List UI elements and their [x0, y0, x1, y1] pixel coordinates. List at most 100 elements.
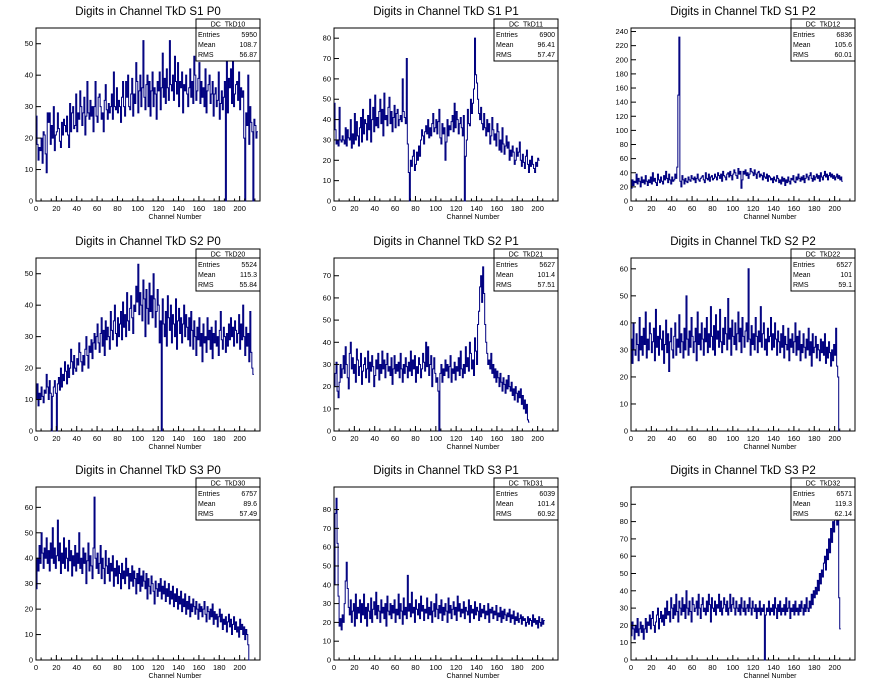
x-tick-label: 60 [688, 204, 696, 213]
x-tick-label: 40 [73, 434, 81, 443]
stats-value: 5950 [241, 32, 257, 39]
stats-label: RMS [793, 52, 809, 59]
stats-box-frame [790, 18, 856, 62]
y-tick-label: 20 [323, 156, 331, 165]
stats-value: 60.92 [537, 511, 555, 518]
x-tick-label: 100 [430, 204, 443, 213]
y-tick-label: 60 [620, 552, 628, 561]
x-tick-label: 180 [511, 204, 524, 213]
stats-value: 55.84 [239, 282, 257, 289]
y-tick-label: 30 [25, 579, 33, 588]
stats-box-frame [790, 477, 856, 521]
x-tick-label: 120 [747, 663, 760, 672]
x-tick-label: 20 [350, 204, 358, 213]
x-tick-label: 120 [450, 663, 463, 672]
y-tick-label: 0 [327, 197, 331, 206]
x-tick-label: 180 [511, 434, 524, 443]
series-line [36, 263, 254, 432]
stats-label: Mean [496, 272, 514, 279]
x-tick-label: 80 [708, 434, 716, 443]
plot-frame [333, 486, 559, 661]
x-tick-label: 0 [629, 663, 633, 672]
x-tick-label: 180 [213, 434, 226, 443]
x-tick-label: 160 [788, 434, 801, 443]
histogram-panel: Digits in Channel TkD S2 P20 20 40 60 80 100 1… [620, 236, 856, 451]
y-tick-label: 40 [323, 115, 331, 124]
stats-name: DC_TkD11 [509, 22, 543, 29]
y-tick-label: 10 [323, 176, 331, 185]
stats-value: 6571 [836, 491, 852, 498]
x-tick-label: 160 [491, 204, 504, 213]
series-line [631, 503, 841, 661]
x-tick-label: 80 [411, 434, 419, 443]
x-tick-label: 120 [152, 663, 165, 672]
y-tick-label: 10 [25, 165, 33, 174]
chart-title: Digits in Channel TkD S2 P2 [670, 236, 816, 248]
stats-box: DC_TkD20 Entries 5524 Mean 115.3 RMS 55.84 [195, 248, 261, 292]
stats-value: 101.4 [537, 501, 555, 508]
stats-value: 6900 [539, 32, 555, 39]
x-tick-label: 200 [828, 204, 841, 213]
x-tick-label: 180 [808, 663, 821, 672]
x-tick-label: 160 [491, 434, 504, 443]
y-tick-label: 50 [620, 291, 628, 300]
stats-box-frame [195, 248, 261, 292]
x-tick-label: 60 [93, 204, 101, 213]
x-axis-label: Channel Number [149, 214, 203, 221]
x-tick-label: 160 [491, 663, 504, 672]
stats-label: Mean [793, 42, 811, 49]
x-tick-label: 80 [708, 204, 716, 213]
stats-label: Entries [496, 32, 518, 39]
y-tick-label: 30 [620, 345, 628, 354]
y-tick-label: 100 [615, 126, 628, 135]
y-tick-label: 80 [323, 505, 331, 514]
x-tick-label: 80 [411, 204, 419, 213]
stats-value: 101.4 [537, 272, 555, 279]
y-tick-label: 60 [620, 154, 628, 163]
x-tick-label: 0 [332, 434, 336, 443]
y-tick-label: 50 [323, 316, 331, 325]
x-tick-label: 80 [113, 434, 121, 443]
histogram-panel: Digits in Channel TkD S2 P10 20 40 60 80 100 1… [323, 236, 559, 451]
x-tick-label: 180 [808, 434, 821, 443]
x-tick-label: 40 [371, 204, 379, 213]
y-tick-label: 40 [620, 168, 628, 177]
stats-value: 5627 [539, 262, 555, 269]
x-tick-label: 20 [52, 663, 60, 672]
x-tick-label: 100 [727, 204, 740, 213]
stats-box: DC_TkD30 Entries 6757 Mean 89.6 RMS 57.49 [195, 477, 261, 521]
x-tick-label: 160 [193, 434, 206, 443]
stats-label: RMS [496, 52, 512, 59]
x-tick-label: 140 [767, 204, 780, 213]
plot-frame [630, 257, 856, 432]
stats-label: Entries [198, 262, 220, 269]
stats-label: Entries [198, 491, 220, 498]
x-axis-label: Channel Number [149, 444, 203, 451]
plot-frame [333, 257, 559, 432]
stats-value: 6757 [241, 491, 257, 498]
x-tick-label: 100 [132, 663, 145, 672]
stats-label: Entries [793, 491, 815, 498]
x-tick-label: 60 [391, 663, 399, 672]
series-line [334, 37, 540, 202]
x-tick-label: 180 [808, 204, 821, 213]
x-tick-label: 140 [470, 663, 483, 672]
y-tick-label: 10 [620, 399, 628, 408]
y-tick-label: 0 [624, 656, 628, 665]
x-axis-label: Channel Number [744, 444, 798, 451]
y-tick-label: 0 [327, 427, 331, 436]
stats-name: DC_TkD30 [211, 481, 246, 488]
x-tick-label: 40 [371, 434, 379, 443]
y-tick-label: 20 [323, 618, 331, 627]
x-tick-label: 180 [213, 663, 226, 672]
x-tick-label: 140 [470, 204, 483, 213]
x-axis-label: Channel Number [447, 673, 501, 680]
y-tick-label: 0 [29, 197, 33, 206]
y-tick-label: 20 [620, 372, 628, 381]
x-tick-label: 200 [531, 204, 544, 213]
x-tick-label: 140 [172, 663, 185, 672]
stats-value: 96.41 [537, 42, 555, 49]
y-tick-label: 50 [25, 528, 33, 537]
stats-value: 89.6 [243, 501, 257, 508]
